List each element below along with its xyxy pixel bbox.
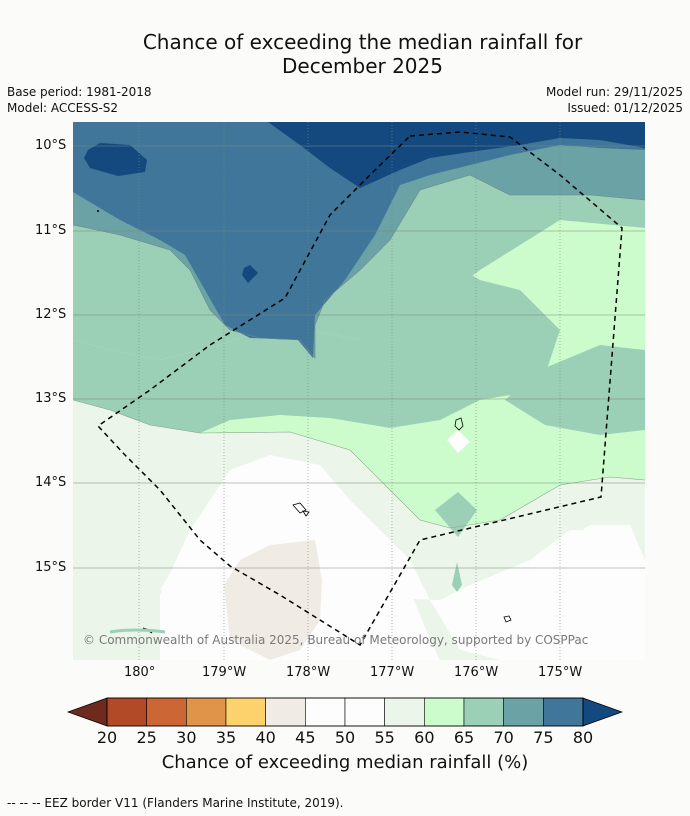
colorbar-tick-label: 50 xyxy=(334,728,356,747)
colorbar-tick-label: 20 xyxy=(96,728,118,747)
colorbar xyxy=(66,697,624,727)
island-shallows xyxy=(109,628,166,634)
map-title: Chance of exceeding the median rainfall … xyxy=(0,30,690,78)
colorbar-cell xyxy=(225,697,266,727)
band-70-75-patch-south xyxy=(452,562,462,592)
colorbar-cell xyxy=(146,697,187,727)
colorbar-cell xyxy=(384,697,425,727)
islands xyxy=(142,417,512,634)
base-period: Base period: 1981-2018 xyxy=(7,85,152,99)
colorbar-cell xyxy=(424,697,465,727)
lat-label-13s: 13°S xyxy=(35,391,67,406)
colorbar-outline xyxy=(106,697,584,727)
lon-label-176w: 176°W xyxy=(454,665,499,680)
colorbar-cell xyxy=(186,697,227,727)
graticule xyxy=(73,122,645,660)
band-50-60-east xyxy=(560,525,645,660)
colorbar-label: Chance of exceeding median rainfall (%) xyxy=(161,752,529,773)
colorbar-extend-low xyxy=(66,697,108,727)
lon-label-175w: 175°W xyxy=(538,665,583,680)
colorbar-tick-label: 60 xyxy=(414,728,435,747)
lon-label-179w: 179°W xyxy=(202,665,247,680)
colorbar-cell xyxy=(106,697,147,727)
colorbar-tick-label: 30 xyxy=(176,728,197,747)
band-core-west xyxy=(84,143,147,176)
colorbar-cell xyxy=(305,697,346,727)
colorbar-cell xyxy=(265,697,306,727)
band-70-75-east xyxy=(505,345,645,435)
band-core-small xyxy=(242,265,258,283)
colorbar-tick-label: 55 xyxy=(374,728,395,747)
colorbar-cell xyxy=(344,697,385,727)
title-line-2: December 2025 xyxy=(282,54,443,78)
metadata-right: Model run: 29/11/2025 Issued: 01/12/2025 xyxy=(546,84,683,116)
lon-label-180: 180° xyxy=(124,665,156,680)
colorbar-tick-label: 35 xyxy=(215,728,237,747)
colorbar-cell xyxy=(503,697,544,727)
lon-label-178w: 178°W xyxy=(286,665,331,680)
issued-date: Issued: 01/12/2025 xyxy=(567,101,683,115)
colorbar-tick-label: 40 xyxy=(255,728,276,747)
band-70-75-middle xyxy=(73,250,560,433)
contour-line-75 xyxy=(73,174,645,359)
metadata-left: Base period: 1981-2018 Model: ACCESS-S2 xyxy=(7,84,152,116)
colorbar-tick-label: 45 xyxy=(295,728,316,747)
title-line-1: Chance of exceeding the median rainfall … xyxy=(142,30,583,54)
lat-label-12s: 12°S xyxy=(35,307,67,322)
colorbar-tick-label: 75 xyxy=(533,728,554,747)
band-core-high xyxy=(268,122,645,188)
lon-label-177w: 177°W xyxy=(370,665,415,680)
colorbar-cells xyxy=(106,697,584,727)
colorbar-extend-high xyxy=(582,697,624,727)
lat-label-14s: 14°S xyxy=(35,475,67,490)
lat-label-15s: 15°S xyxy=(35,560,67,575)
band-50-60-island xyxy=(447,430,470,453)
colorbar-cell xyxy=(543,697,584,727)
probability-contours xyxy=(73,122,645,660)
band-70-75-patch xyxy=(435,492,477,537)
model-name: Model: ACCESS-S2 xyxy=(7,101,119,115)
colorbar-tick-label: 80 xyxy=(572,728,594,747)
band-45-50 xyxy=(224,540,322,660)
lat-label-11s: 11°S xyxy=(35,223,67,238)
copyright-notice: © Commonwealth of Australia 2025, Bureau… xyxy=(83,633,589,647)
band-80-plus xyxy=(73,122,645,358)
island-dot xyxy=(97,210,99,212)
colorbar-tick-label: 65 xyxy=(453,728,475,747)
colorbar-tick-label: 25 xyxy=(136,728,157,747)
eez-legend: -- -- -- EEZ border V11 (Flanders Marine… xyxy=(7,796,344,810)
colorbar-tick-label: 70 xyxy=(493,728,514,747)
colorbar-cell xyxy=(463,697,504,727)
eez-border xyxy=(96,131,623,647)
model-run: Model run: 29/11/2025 xyxy=(545,85,683,99)
lat-label-10s: 10°S xyxy=(35,138,67,153)
